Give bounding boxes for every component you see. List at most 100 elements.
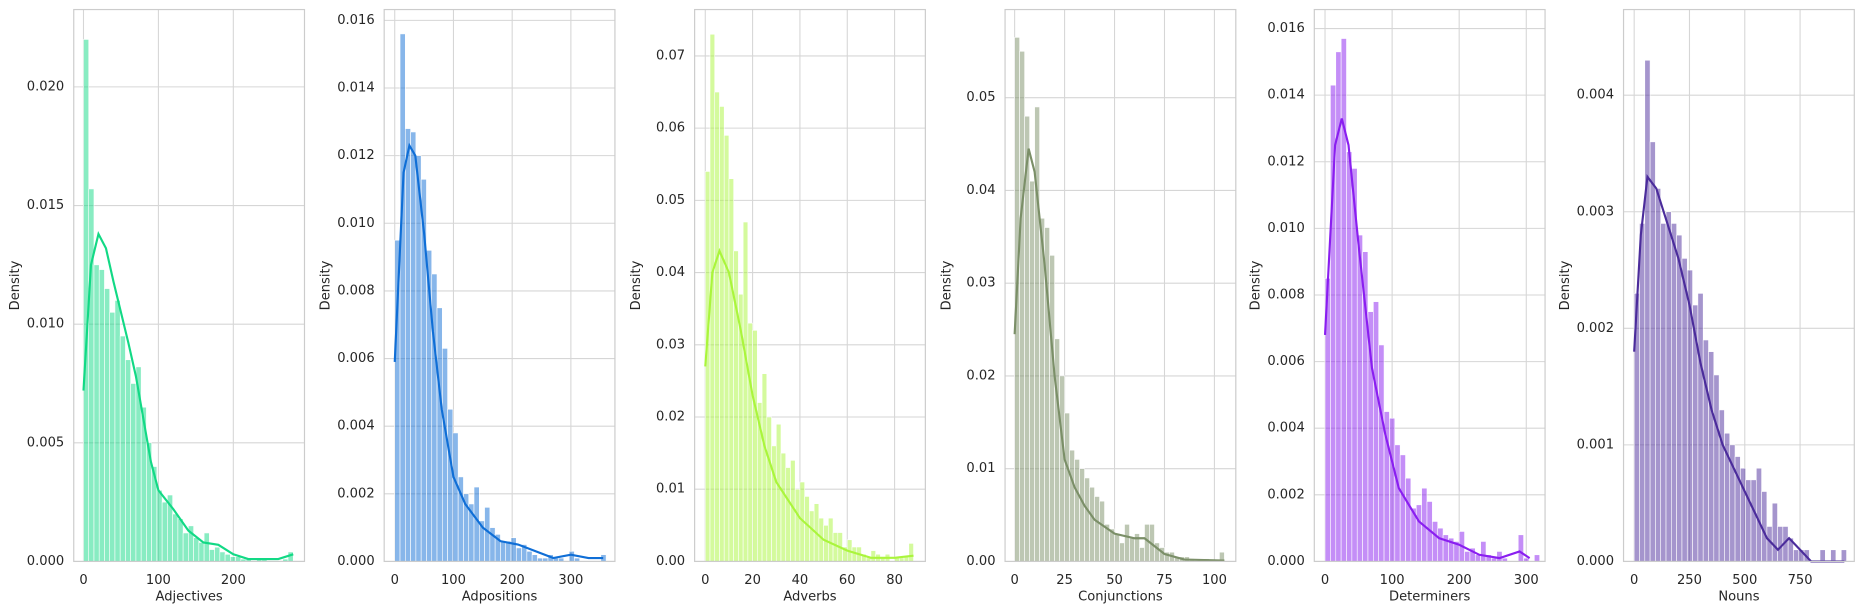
histogram-bar bbox=[177, 518, 184, 562]
y-tick-label: 0.02 bbox=[966, 368, 995, 383]
kde-line bbox=[704, 247, 914, 559]
histogram-bar bbox=[1099, 500, 1105, 562]
histogram-bar bbox=[500, 540, 507, 562]
histogram-bar bbox=[1660, 223, 1667, 562]
histogram-bar bbox=[1059, 375, 1065, 562]
x-tick-label: 100 bbox=[441, 573, 466, 588]
histogram-bar bbox=[568, 550, 575, 562]
y-tick-label: 0.008 bbox=[1267, 287, 1304, 302]
y-tick-label: 0.00 bbox=[966, 554, 995, 569]
x-tick-label: 200 bbox=[500, 573, 525, 588]
histogram-bar bbox=[1750, 479, 1757, 562]
histogram-bar bbox=[452, 432, 459, 562]
histogram-bar bbox=[1819, 549, 1826, 562]
histogram-bar bbox=[1394, 444, 1401, 562]
histogram-bar bbox=[410, 131, 417, 562]
y-tick-label: 0.01 bbox=[656, 482, 685, 497]
histogram-bar bbox=[1373, 301, 1379, 562]
histogram-bar bbox=[214, 546, 221, 562]
histogram-bar bbox=[442, 348, 448, 562]
x-tick-label: 0 bbox=[391, 573, 399, 588]
histogram-bar bbox=[747, 322, 753, 562]
x-tick-label: 80 bbox=[886, 573, 903, 588]
x-tick-label: 40 bbox=[792, 573, 809, 588]
histogram-bar bbox=[780, 452, 787, 562]
x-axis-label: Adpositions bbox=[462, 590, 538, 605]
histogram-bar bbox=[1713, 374, 1720, 562]
x-tick-label: 0 bbox=[701, 573, 709, 588]
histogram-bar bbox=[1830, 549, 1837, 562]
histogram-bar bbox=[1340, 38, 1347, 562]
x-tick-label: 200 bbox=[1447, 573, 1472, 588]
histogram-bar bbox=[714, 91, 720, 562]
histogram-bar bbox=[1771, 502, 1778, 562]
histogram-bar bbox=[1346, 151, 1353, 562]
x-tick-label: 0 bbox=[1010, 573, 1018, 588]
x-axis-label: Nouns bbox=[1718, 590, 1759, 605]
histogram-bar bbox=[1139, 547, 1145, 562]
kde-line bbox=[1633, 174, 1845, 563]
histogram-bar bbox=[728, 178, 734, 562]
histogram-bar bbox=[209, 549, 215, 562]
kde-line bbox=[1323, 118, 1531, 560]
histogram-bar bbox=[182, 532, 189, 562]
y-tick-label: 0.005 bbox=[27, 435, 64, 450]
histogram-bar bbox=[1029, 180, 1035, 562]
histogram-bar bbox=[1049, 255, 1055, 562]
x-tick-label: 0 bbox=[1321, 573, 1329, 588]
histogram-bar bbox=[125, 359, 131, 562]
histogram-bar bbox=[109, 312, 116, 562]
y-axis-label: Density bbox=[318, 260, 333, 310]
histogram-bar bbox=[505, 540, 512, 562]
y-tick-label: 0.016 bbox=[337, 13, 374, 28]
histogram-bar bbox=[484, 507, 491, 562]
subplot: 0.00 0.01 0.02 0.03 0.04 0.05 0.06 0.07 0 20 40 60 8… bbox=[629, 8, 926, 605]
y-tick-label: 0.004 bbox=[1267, 421, 1304, 436]
histogram-bar bbox=[823, 525, 829, 562]
histogram-bar bbox=[1649, 141, 1656, 562]
histogram-bar bbox=[156, 489, 163, 562]
y-axis-label: Density bbox=[939, 260, 954, 310]
x-axis-label: Determiners bbox=[1389, 590, 1471, 605]
histogram-bar bbox=[219, 551, 226, 562]
x-tick-label: 75 bbox=[1156, 573, 1173, 588]
histogram-bar bbox=[1399, 454, 1406, 562]
y-tick-label: 0.000 bbox=[1267, 554, 1304, 569]
y-tick-label: 0.05 bbox=[966, 90, 995, 105]
histogram-bar bbox=[1124, 524, 1130, 562]
x-axis-label: Adjectives bbox=[155, 590, 222, 605]
y-tick-label: 0.014 bbox=[337, 81, 374, 96]
histogram-bar bbox=[742, 221, 749, 562]
histogram-bar bbox=[1676, 234, 1683, 562]
y-tick-label: 0.04 bbox=[966, 183, 995, 198]
x-tick-label: 500 bbox=[1732, 573, 1757, 588]
histogram-bar bbox=[1129, 537, 1135, 562]
histogram-bar bbox=[1069, 449, 1075, 562]
histogram-bar bbox=[1039, 217, 1045, 562]
histogram-bar bbox=[515, 547, 522, 562]
axes-frame bbox=[383, 8, 616, 563]
histogram-bar bbox=[804, 496, 810, 562]
histogram-bar bbox=[828, 517, 834, 562]
y-tick-label: 0.03 bbox=[966, 276, 995, 291]
histogram-bar bbox=[1702, 339, 1709, 562]
histogram-bar bbox=[752, 330, 758, 562]
x-tick-label: 0 bbox=[79, 573, 87, 588]
x-tick-label: 300 bbox=[1514, 573, 1539, 588]
histogram-bar bbox=[114, 300, 121, 562]
histogram-bar bbox=[224, 554, 231, 562]
y-tick-label: 0.03 bbox=[656, 337, 685, 352]
histogram-bar bbox=[1119, 542, 1125, 562]
histogram-bar bbox=[193, 537, 200, 562]
x-tick-label: 100 bbox=[146, 573, 171, 588]
subplot: 0.000 0.002 0.004 0.006 0.008 0.010 0.012 0.014… bbox=[318, 8, 616, 605]
histogram-bar bbox=[526, 550, 533, 562]
subplot: 0.00 0.01 0.02 0.03 0.04 0.05 0 25 50 75 100 Conjun… bbox=[939, 8, 1237, 605]
histogram-bar bbox=[794, 488, 801, 562]
x-tick-label: 60 bbox=[839, 573, 856, 588]
histogram-bar bbox=[172, 513, 179, 562]
x-axis-label: Adverbs bbox=[783, 590, 836, 605]
histogram-bar bbox=[1671, 223, 1677, 562]
histogram-bar bbox=[436, 307, 443, 562]
y-tick-label: 0.004 bbox=[1577, 88, 1614, 103]
